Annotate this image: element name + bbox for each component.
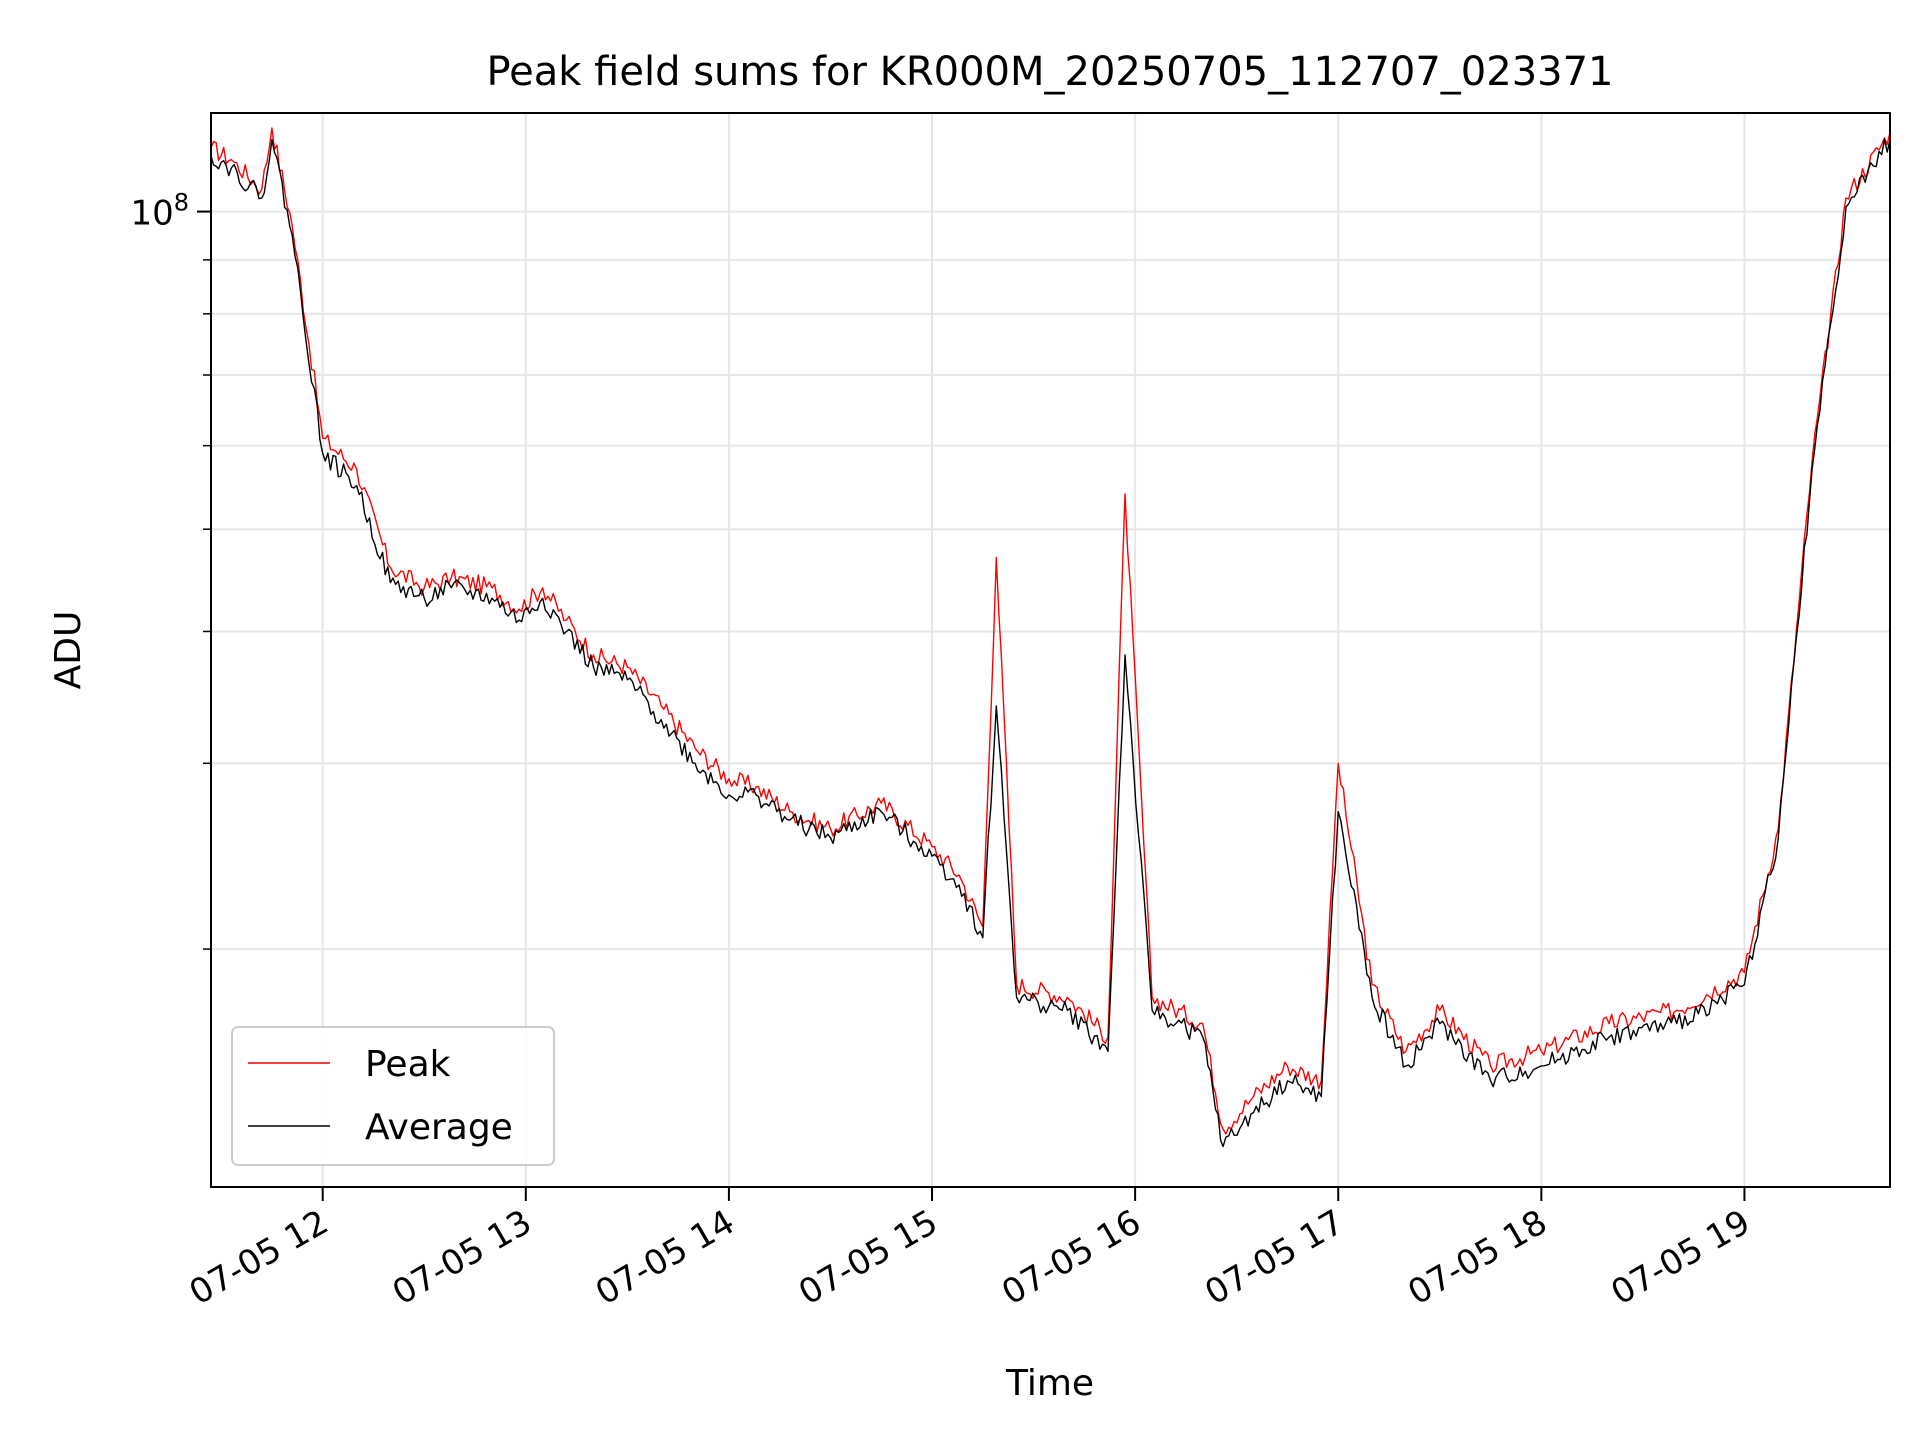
plot-frame: [210, 112, 1891, 1188]
series-line-peak: [210, 127, 1891, 1135]
y-axis-label: ADU: [48, 611, 89, 690]
chart-title: Peak field sums for KR000M_20250705_1127…: [486, 49, 1613, 95]
legend-box: [231, 1026, 555, 1166]
legend: Peak Average: [231, 1026, 555, 1166]
legend-label-average: Average: [365, 1107, 513, 1148]
y-tick-label: 108: [130, 189, 189, 234]
legend-label-peak: Peak: [365, 1044, 451, 1085]
series-line-average: [210, 138, 1891, 1148]
grid-lines: [211, 113, 1890, 1187]
series-lines: [210, 127, 1891, 1148]
x-axis-label: Time: [1005, 1363, 1094, 1404]
